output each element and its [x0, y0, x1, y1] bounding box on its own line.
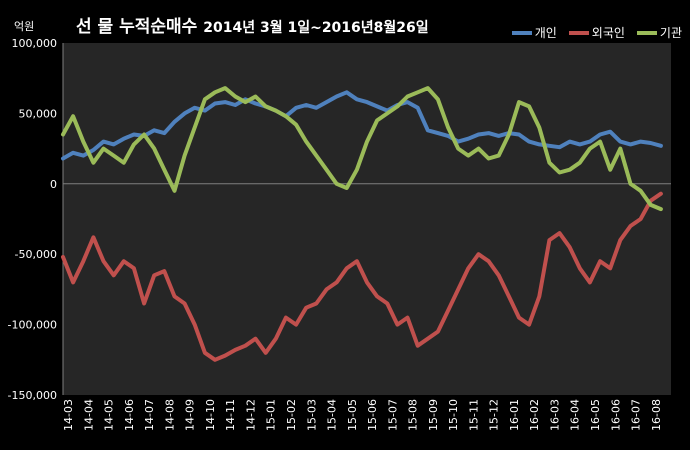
x-tick-label: 16-07: [630, 399, 643, 431]
legend-label-institution: 기관: [659, 26, 682, 40]
y-tick-label: 0: [50, 178, 57, 191]
x-tick-label: 15-11: [467, 399, 480, 431]
series-line: [61, 86, 663, 212]
series-line: [61, 90, 663, 161]
x-tick-label: 14-03: [62, 399, 75, 431]
x-tick-label: 14-07: [143, 399, 156, 431]
chart-title-main: 선 물 누적순매수: [76, 17, 198, 37]
x-axis-ticks: 14-03 14-04 14-05 14-06 14-07 14-08 14-09 14-10…: [62, 399, 663, 431]
x-tick-label: 14-12: [244, 399, 257, 431]
legend: 개인 외국인 기관: [511, 24, 682, 41]
x-tick-label: 15-04: [326, 399, 339, 431]
legend-label-individual: 개인: [534, 26, 557, 40]
x-tick-label: 15-08: [407, 399, 420, 431]
legend-label-foreign: 외국인: [591, 26, 625, 40]
x-tick-label: 14-06: [123, 399, 136, 431]
x-tick-label: 15-06: [366, 399, 379, 431]
x-tick-label: 16-01: [508, 399, 521, 431]
x-tick-label: 16-02: [528, 399, 541, 431]
x-tick-label: 15-12: [488, 399, 501, 431]
x-tick-label: 16-04: [569, 399, 582, 431]
legend-item-individual: 개인: [511, 24, 557, 41]
x-tick-label: 15-07: [386, 399, 399, 431]
chart-title: 선 물 누적순매수 2014년 3월 1일~2016년8월26일: [76, 12, 429, 37]
y-tick-label: 100,000: [12, 37, 58, 50]
x-tick-label: 15-10: [447, 399, 460, 431]
y-tick-label: -50,000: [15, 248, 57, 261]
y-axis-unit-label: 억원: [14, 20, 35, 33]
x-tick-label: 15-09: [427, 399, 440, 431]
legend-item-foreign: 외국인: [568, 24, 625, 41]
legend-swatch-foreign: [568, 30, 589, 35]
legend-item-institution: 기관: [636, 24, 682, 41]
x-tick-label: 14-04: [82, 399, 95, 431]
x-tick-label: 14-11: [224, 399, 237, 431]
x-tick-label: 15-03: [305, 399, 318, 431]
y-tick-label: -100,000: [8, 319, 57, 332]
y-axis-ticks: 100,000 50,000 0 -50,000 -100,000 -150,000: [8, 37, 57, 402]
legend-swatch-institution: [636, 30, 657, 35]
x-tick-label: 16-05: [589, 399, 602, 431]
x-tick-label: 14-09: [184, 399, 197, 431]
series-line: [61, 191, 663, 362]
x-tick-label: 15-05: [346, 399, 359, 431]
x-tick-label: 14-08: [163, 399, 176, 431]
series-layer: [61, 86, 663, 362]
y-tick-label: 50,000: [19, 107, 58, 120]
x-tick-label: 14-10: [204, 399, 217, 431]
y-tick-label: -150,000: [8, 389, 57, 402]
plot-area: [63, 43, 671, 395]
x-tick-label: 15-02: [285, 399, 298, 431]
legend-swatch-individual: [511, 30, 532, 35]
x-tick-label: 16-08: [650, 399, 663, 431]
x-tick-label: 16-06: [609, 399, 622, 431]
x-tick-label: 15-01: [265, 399, 278, 431]
x-tick-label: 14-05: [103, 399, 116, 431]
x-tick-label: 16-03: [548, 399, 561, 431]
chart-title-period: 2014년 3월 1일~2016년8월26일: [203, 20, 429, 36]
